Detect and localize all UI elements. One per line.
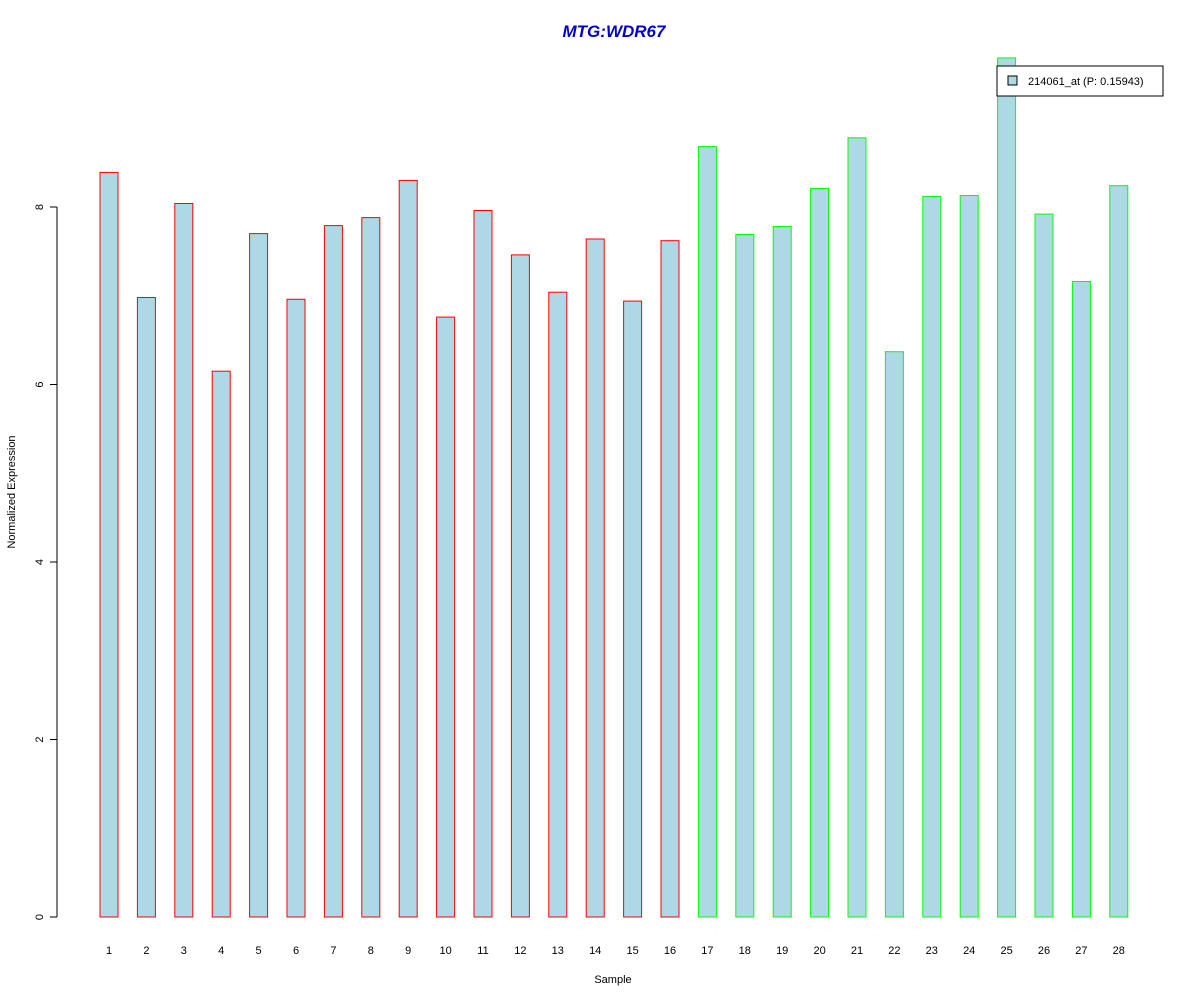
bar-sample-22 (884, 351, 904, 918)
y-axis: 0 2 4 6 8 (34, 204, 58, 920)
x-tick-label: 23 (926, 945, 938, 957)
x-tick-label: 8 (368, 945, 374, 957)
bar-sample-14 (585, 238, 605, 918)
x-tick-label: 16 (664, 945, 676, 957)
y-tick-label: 2 (34, 736, 46, 742)
y-tick-label: 8 (34, 204, 46, 210)
x-tick-label: 28 (1113, 945, 1125, 957)
bar-sample-4 (211, 370, 231, 918)
x-tick-label: 27 (1075, 945, 1087, 957)
legend-box (996, 65, 1164, 97)
bar-sample-15 (623, 300, 643, 918)
x-tick-label: 6 (293, 945, 299, 957)
y-axis-label: Normalized Expression (6, 435, 18, 548)
x-tick-label: 5 (256, 945, 262, 957)
x-tick-label: 13 (552, 945, 564, 957)
x-tick-label: 17 (701, 945, 713, 957)
x-tick-label: 15 (626, 945, 638, 957)
legend-label: 214061_at (P: 0.15943) (1028, 76, 1144, 88)
x-tick-label: 22 (888, 945, 900, 957)
x-tick-labels: 1 2 3 4 5 6 7 8 9 10 11 12 13 14 15 16 17 18 19 20 21 22 23 24 2… (106, 945, 1125, 957)
bar-sample-9 (398, 179, 418, 918)
x-tick-label: 1 (106, 945, 112, 957)
bar-sample-1 (99, 171, 119, 918)
y-tick-label: 0 (34, 914, 46, 920)
bar-sample-13 (548, 291, 568, 918)
bar-sample-7 (323, 225, 343, 918)
x-tick-label: 10 (439, 945, 451, 957)
x-tick-label: 21 (851, 945, 863, 957)
bar-sample-18 (735, 234, 755, 918)
x-tick-label: 26 (1038, 945, 1050, 957)
legend-swatch (1007, 75, 1018, 86)
x-tick-label: 4 (218, 945, 224, 957)
bar-sample-19 (772, 226, 792, 918)
x-tick-label: 12 (514, 945, 526, 957)
bar-sample-26 (1034, 213, 1054, 918)
x-tick-label: 7 (330, 945, 336, 957)
bar-sample-6 (286, 298, 306, 918)
y-tick-label: 4 (34, 559, 46, 565)
bar-sample-8 (361, 217, 381, 918)
x-tick-label: 25 (1000, 945, 1012, 957)
bar-sample-20 (810, 187, 830, 918)
chart-title: MTG:WDR67 (563, 22, 667, 41)
bar-sample-21 (847, 137, 867, 918)
x-tick-label: 19 (776, 945, 788, 957)
bar-sample-3 (174, 203, 194, 918)
bar-sample-28 (1109, 185, 1129, 918)
x-tick-label: 9 (405, 945, 411, 957)
bar-sample-23 (922, 195, 942, 918)
bar-sample-5 (249, 233, 269, 918)
bar-sample-12 (510, 254, 530, 918)
x-tick-label: 11 (477, 945, 488, 957)
legend: 214061_at (P: 0.15943) (996, 65, 1164, 97)
bar-sample-11 (473, 210, 493, 918)
x-tick-label: 3 (181, 945, 187, 957)
bar-sample-27 (1071, 281, 1091, 918)
bar-sample-25 (997, 57, 1017, 918)
y-tick-label: 6 (34, 381, 46, 387)
x-axis-label: Sample (594, 974, 631, 986)
bar-sample-16 (660, 240, 680, 918)
x-tick-label: 20 (813, 945, 825, 957)
x-tick-label: 18 (739, 945, 751, 957)
bar-sample-10 (436, 316, 456, 918)
x-tick-label: 2 (143, 945, 149, 957)
bars (99, 57, 1129, 918)
bar-sample-24 (959, 195, 979, 918)
x-tick-label: 14 (589, 945, 601, 957)
x-tick-label: 24 (963, 945, 975, 957)
bar-sample-17 (697, 146, 717, 918)
bar-sample-2 (136, 297, 156, 918)
